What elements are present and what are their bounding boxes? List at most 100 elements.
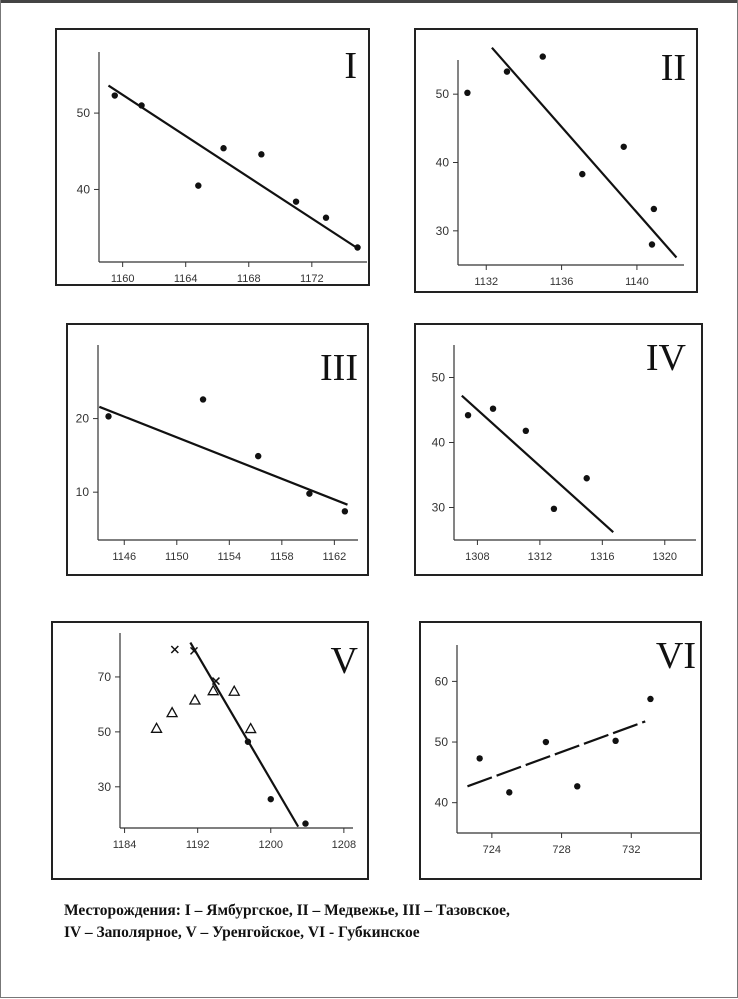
chart-panel-2: 1132 1136 1140 30 40 50 II [414, 28, 698, 293]
x-tick-label: 1164 [174, 273, 198, 285]
data-point [258, 151, 265, 158]
data-point [354, 244, 361, 251]
chart-title: I [344, 45, 357, 87]
x-tick-label: 1316 [590, 551, 614, 563]
chart-panel-3: 1146 1150 1154 1158 1162 10 20 III [66, 323, 369, 576]
x-tick-label: 1312 [528, 551, 552, 563]
x-tick-label: 1150 [165, 551, 189, 563]
cross-stroke [211, 677, 220, 686]
x-tick-label: 1136 [550, 276, 574, 288]
data-point [105, 413, 112, 420]
x-tick-label: 1172 [300, 273, 324, 285]
trend-line [189, 642, 300, 828]
data-point [267, 795, 274, 803]
x-tick-label: 728 [552, 844, 570, 856]
x-tick-label: 1192 [186, 839, 210, 851]
trend-line [467, 720, 646, 788]
data-point-triangle [150, 721, 163, 733]
data-point [476, 755, 483, 762]
data-point-triangle [244, 722, 257, 734]
figure-caption: Месторождения: I – Ямбургское, II – Медв… [64, 900, 704, 944]
y-tick-label: 10 [76, 485, 90, 499]
data-point [574, 783, 581, 790]
x-tick-label: 732 [622, 844, 640, 856]
x-tick-label: 1184 [113, 839, 137, 851]
x-tick-label: 1308 [465, 551, 489, 563]
data-point [255, 452, 262, 460]
chart-title: V [331, 640, 359, 682]
x-tick-label: 1208 [332, 839, 356, 851]
data-point [579, 170, 586, 178]
x-tick-label: 1162 [323, 551, 347, 563]
y-tick-label: 60 [435, 674, 449, 688]
chart-title: IV [646, 337, 687, 379]
data-point [199, 396, 207, 403]
data-point [542, 738, 550, 746]
data-point [550, 505, 558, 512]
trend-line [98, 405, 348, 506]
data-point-cross [211, 677, 220, 686]
y-tick-label: 30 [436, 224, 450, 238]
data-point-triangle [188, 693, 202, 705]
chart-title: VI [656, 635, 696, 677]
data-point [138, 102, 145, 109]
data-point-triangle [228, 684, 241, 696]
data-point [292, 198, 300, 205]
data-point [302, 820, 309, 827]
chart-title: III [320, 347, 358, 389]
y-tick-label: 30 [98, 780, 112, 794]
y-tick-label: 50 [77, 106, 91, 120]
x-tick-label: 724 [483, 844, 501, 856]
data-point [464, 412, 472, 419]
data-point [322, 214, 330, 221]
caption-line-1: Месторождения: I – Ямбургское, II – Медв… [64, 902, 510, 919]
trend-line [491, 46, 678, 259]
data-point [612, 737, 619, 745]
data-point [111, 92, 118, 99]
data-point [464, 89, 471, 96]
y-tick-label: 50 [435, 735, 449, 749]
data-point-cross [170, 645, 179, 654]
x-tick-label: 1320 [653, 551, 677, 563]
data-point-triangle [165, 706, 179, 718]
data-point [506, 789, 513, 796]
caption-line-2: IV – Заполярное, V – Уренгойское, VI - Г… [64, 924, 420, 941]
x-tick-label: 1168 [237, 273, 261, 285]
chart-panel-4: 1308 1312 1316 1320 30 40 50 IV [414, 323, 703, 576]
chart-svg: 1160 1164 1168 1172 40 50 I [77, 45, 367, 285]
y-tick-label: 50 [98, 725, 112, 739]
x-tick-label: 1200 [259, 839, 283, 851]
chart-svg: 1184 1192 1200 1208 30 50 70 V [98, 633, 359, 851]
trend-line [107, 84, 359, 250]
x-tick-label: 1160 [111, 273, 135, 285]
trend-line [461, 394, 614, 534]
x-tick-label: 1146 [112, 551, 136, 563]
cross-stroke [189, 646, 199, 655]
x-tick-label: 1140 [625, 276, 649, 288]
y-tick-label: 40 [436, 156, 450, 170]
chart-svg: 1132 1136 1140 30 40 50 II [436, 46, 686, 288]
data-point [620, 143, 627, 150]
data-point [503, 68, 511, 75]
data-point [522, 427, 530, 434]
chart-svg: 1146 1150 1154 1158 1162 10 20 III [76, 345, 358, 563]
chart-panel-5: 1184 1192 1200 1208 30 50 70 V [51, 621, 369, 880]
x-tick-label: 1158 [270, 551, 294, 563]
top-border [0, 0, 738, 3]
y-tick-label: 50 [436, 87, 450, 101]
data-point [650, 205, 658, 213]
data-point [539, 53, 546, 60]
x-tick-label: 1132 [474, 276, 498, 288]
chart-panel-6: 724 728 732 40 50 60 VI [419, 621, 702, 880]
x-tick-label: 1154 [217, 551, 241, 563]
data-point [244, 738, 252, 745]
data-point [647, 695, 654, 703]
data-point [489, 405, 497, 412]
data-point-cross [189, 646, 199, 655]
chart-title: II [661, 47, 686, 89]
data-point-triangle [207, 684, 220, 696]
cross-stroke [170, 645, 179, 654]
data-point [195, 182, 202, 189]
y-tick-label: 40 [435, 796, 449, 810]
data-point [341, 508, 349, 515]
